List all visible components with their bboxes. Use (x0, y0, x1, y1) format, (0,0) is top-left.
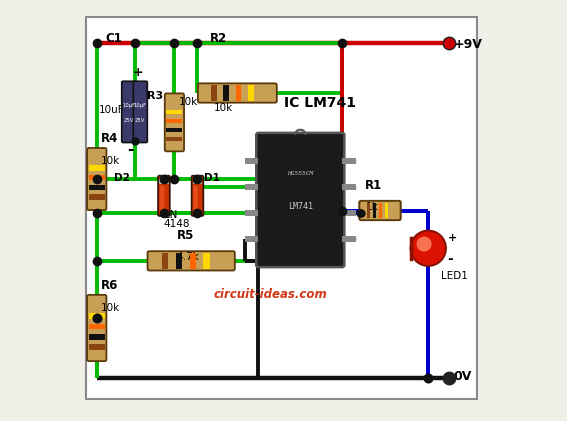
FancyBboxPatch shape (198, 83, 277, 103)
Text: 10k: 10k (101, 156, 120, 166)
FancyBboxPatch shape (359, 201, 400, 220)
Text: 0V: 0V (454, 370, 472, 383)
Text: 1N: 1N (164, 210, 178, 220)
Text: circuit-ideas.com: circuit-ideas.com (214, 288, 328, 301)
Text: C1: C1 (105, 32, 122, 45)
Bar (386, 203, 388, 218)
Bar (189, 253, 196, 269)
Text: R4: R4 (101, 133, 119, 146)
Bar (167, 128, 183, 133)
Bar (245, 210, 259, 216)
Bar (89, 334, 105, 340)
Text: 10uF: 10uF (99, 105, 125, 115)
Text: 1k: 1k (365, 202, 378, 212)
Text: 10k: 10k (179, 97, 198, 107)
Text: 10µF: 10µF (122, 103, 136, 108)
Bar (89, 165, 105, 171)
Bar (176, 253, 182, 269)
FancyBboxPatch shape (133, 81, 147, 143)
FancyBboxPatch shape (165, 93, 184, 151)
Bar (367, 203, 370, 218)
Text: +: + (447, 233, 457, 243)
FancyBboxPatch shape (158, 176, 170, 216)
Text: +9V: +9V (454, 38, 483, 51)
Text: +: + (133, 66, 143, 79)
Text: R2: R2 (210, 32, 227, 45)
Text: R3: R3 (147, 91, 163, 101)
Text: 10µF: 10µF (134, 103, 147, 108)
Text: 10k: 10k (214, 103, 234, 113)
Bar (89, 185, 105, 190)
Bar (386, 203, 388, 218)
Text: LED1: LED1 (441, 272, 468, 281)
Bar (159, 179, 168, 184)
FancyBboxPatch shape (193, 186, 198, 213)
Bar (89, 313, 105, 319)
Bar (167, 109, 183, 115)
Text: -: - (127, 142, 134, 157)
Bar (342, 210, 356, 216)
Bar (367, 203, 370, 218)
FancyBboxPatch shape (87, 148, 107, 210)
Bar (342, 184, 356, 190)
Text: D2: D2 (115, 173, 130, 183)
Bar (245, 184, 259, 190)
FancyBboxPatch shape (192, 176, 204, 216)
Text: R5: R5 (176, 229, 194, 242)
Text: 4.7k: 4.7k (176, 253, 199, 262)
Text: 4148: 4148 (164, 219, 191, 229)
Bar (223, 85, 229, 101)
Bar (236, 85, 242, 101)
FancyBboxPatch shape (122, 81, 136, 143)
Text: -: - (447, 252, 454, 266)
Bar (89, 324, 105, 329)
Bar (162, 253, 168, 269)
Bar (373, 203, 376, 218)
Bar (167, 136, 183, 141)
Bar (245, 157, 259, 164)
Circle shape (411, 231, 446, 266)
FancyBboxPatch shape (256, 133, 344, 267)
FancyBboxPatch shape (86, 18, 476, 400)
FancyBboxPatch shape (87, 295, 107, 361)
Bar (211, 85, 217, 101)
Bar (379, 203, 382, 218)
Text: 25V: 25V (124, 118, 134, 123)
Circle shape (417, 237, 431, 252)
Text: 10k: 10k (101, 303, 120, 313)
Bar (379, 203, 382, 218)
Text: R6: R6 (101, 279, 119, 292)
Bar (373, 203, 376, 218)
Bar (248, 85, 254, 101)
Text: IC LM741: IC LM741 (284, 96, 356, 110)
Bar (204, 253, 210, 269)
Bar (89, 175, 105, 180)
FancyBboxPatch shape (359, 201, 400, 220)
Bar (245, 236, 259, 242)
Bar (89, 195, 105, 200)
Text: 25V: 25V (135, 118, 146, 123)
Bar (89, 344, 105, 350)
Bar (167, 119, 183, 123)
Text: HG555CM: HG555CM (287, 171, 314, 176)
Bar (342, 157, 356, 164)
FancyBboxPatch shape (147, 251, 235, 271)
Text: D1: D1 (204, 173, 219, 183)
Text: LM741: LM741 (288, 202, 313, 211)
Text: R1: R1 (365, 179, 383, 192)
Bar (193, 179, 202, 184)
Bar (342, 236, 356, 242)
FancyBboxPatch shape (160, 186, 164, 213)
